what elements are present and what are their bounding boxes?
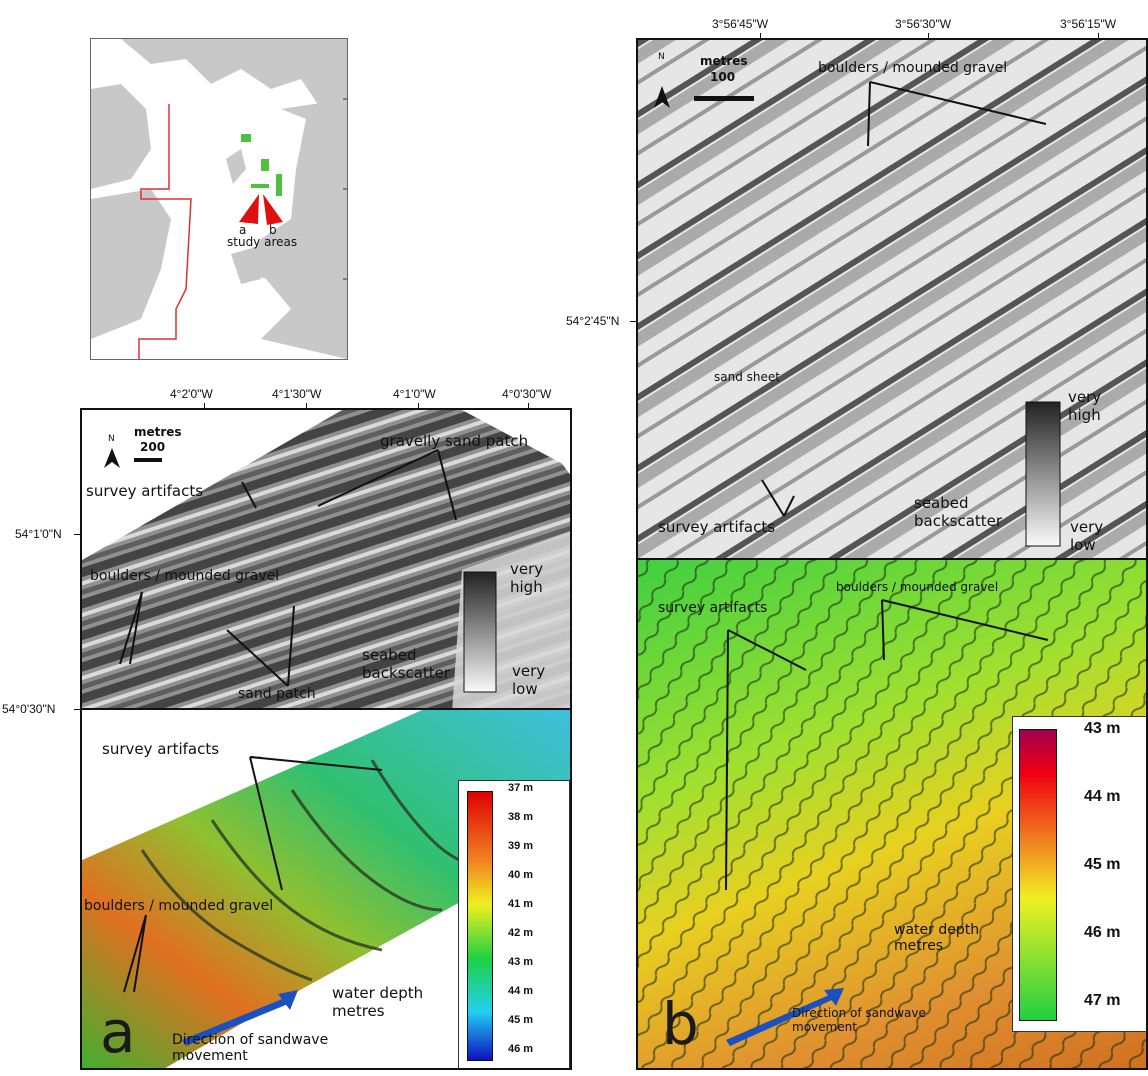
depth-tick: 46 m [508,1043,534,1055]
lon-tick-b-2: 3°56'30"W [895,17,952,31]
direction-arrow-icon [182,995,292,1046]
lon-tick-a-3: 4°1'0"W [393,387,436,401]
north-arrow-icon [104,448,120,468]
label-direction: Direction of sandwave movement [792,1006,926,1034]
lon-tick-b-3: 3°56'15"W [1060,17,1117,31]
scale-title: metres [134,425,182,439]
depth-tick: 38 m [508,811,534,823]
scale-title: metres [700,54,748,68]
depth-tick: 40 m [508,869,534,881]
arrow-icon [239,194,259,224]
label-sand-sheet: sand sheet [714,370,780,384]
scale-bar [694,96,754,101]
lon-tick-a-2: 4°1'30"W [272,387,322,401]
depth-tick: 45 m [1084,856,1121,873]
depth-tick: 37 m [508,782,534,794]
depth-tick: 47 m [1084,992,1121,1009]
lon-tick-b-1: 3°56'45"W [712,17,769,31]
backscatter-a-image [82,410,570,708]
legend-very-low: very low [1070,518,1104,554]
depth-colorbar-b [1019,729,1057,1021]
depth-tick: 44 m [1084,788,1121,805]
north-arrow-icon [654,86,670,108]
lon-tick-a-4: 4°0'30"W [502,387,552,401]
lat-tick-a-2: 54°0'30"N [2,702,56,716]
scale-bar [134,458,162,462]
label-boulders: boulders / mounded gravel [836,580,999,594]
depth-colorbar-a [467,791,493,1061]
scale-value: 200 [140,440,166,454]
marker-b-label: b [269,223,277,237]
inset-map: a b study areas [90,38,348,360]
lon-tick-a-1: 4°2'0"W [170,387,213,401]
depth-legend-a [458,780,570,1068]
panel-letter-b: b [662,990,699,1058]
label-survey-artifacts: survey artifacts [86,482,204,500]
depth-tick: 43 m [508,956,534,968]
north-label: N [658,52,665,62]
label-water-depth: water depth metres [332,984,424,1020]
marker-a-label: a [239,223,247,237]
panel-a-backscatter: N metres 200 gravelly sand patch survey … [80,408,572,710]
legend-very-high: very high [1068,388,1102,424]
legend-title: seabed backscatter [914,494,1003,530]
depth-tick: 39 m [508,840,534,852]
legend-very-low: very low [512,662,546,698]
backscatter-b-image [638,40,1146,560]
label-boulders: boulders / mounded gravel [818,60,1008,76]
label-boulders: boulders / mounded gravel [90,568,280,584]
depth-tick: 44 m [508,985,534,997]
label-water-depth: water depth metres [894,922,980,954]
depth-tick: 41 m [508,898,534,910]
label-survey-artifacts: survey artifacts [102,740,220,758]
label-gravelly-sand-patch: gravelly sand patch [380,432,529,450]
study-areas-label: study areas [227,235,298,249]
depth-tick: 46 m [1084,924,1121,941]
north-label: N [108,434,115,444]
legend-very-high: very high [510,560,544,596]
arrow-icon [263,194,283,225]
lat-tick-a-1: 54°1'0"N [15,527,62,541]
panel-letter-a: a [100,998,136,1066]
depth-tick: 43 m [1084,720,1121,737]
panel-a-bathymetry: 37 m 38 m 39 m 40 m 41 m 42 m 43 m 44 m … [80,708,572,1070]
depth-tick: 45 m [508,1014,534,1026]
lat-tick-b-1: 54°2'45"N [566,314,620,328]
label-direction: Direction of sandwave movement [172,1032,329,1064]
label-boulders: boulders / mounded gravel [84,898,274,914]
depth-tick: 42 m [508,927,534,939]
panel-b-backscatter: N metres 100 boulders / mounded gravel s… [636,38,1148,562]
legend-title: seabed backscatter [362,646,451,682]
label-survey-artifacts: survey artifacts [658,518,776,536]
direction-arrow-icon [726,992,836,1046]
label-survey-artifacts: survey artifacts [658,600,768,616]
depth-legend-b [1012,716,1146,1032]
label-sand-patch: sand patch [238,686,316,702]
panel-b-bathymetry: 43 m 44 m 45 m 46 m 47 m survey artifact… [636,558,1148,1070]
scale-value: 100 [710,70,736,84]
inset-map-graphic [91,39,347,359]
